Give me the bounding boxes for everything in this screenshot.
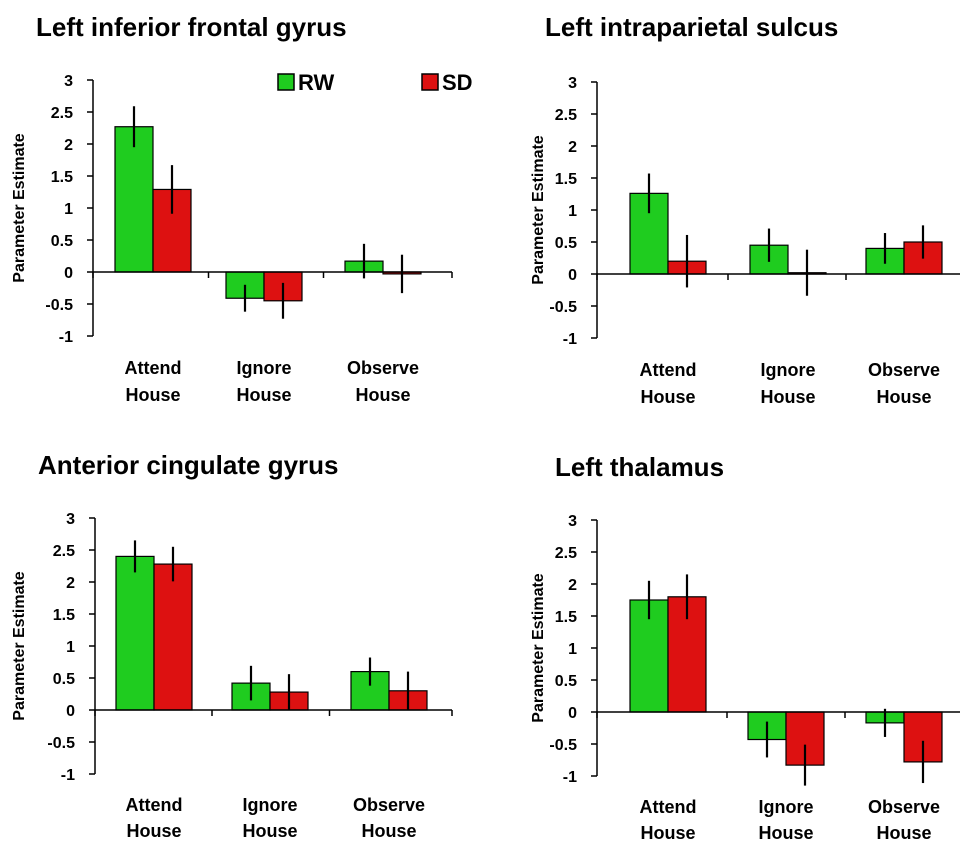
category-label: House bbox=[126, 821, 181, 841]
y-tick-label: 2.5 bbox=[51, 105, 73, 122]
category-label: House bbox=[640, 387, 695, 407]
y-tick-label: 0.5 bbox=[51, 233, 73, 250]
y-tick-label: 2.5 bbox=[555, 107, 577, 124]
category-label: Attend bbox=[125, 358, 182, 378]
y-tick-label: -0.5 bbox=[47, 735, 75, 752]
category-label: Ignore bbox=[236, 358, 291, 378]
y-axis-label: Parameter Estimate bbox=[11, 571, 28, 721]
y-tick-label: -0.5 bbox=[549, 299, 577, 316]
category-label: House bbox=[760, 387, 815, 407]
category-label: Observe bbox=[868, 797, 940, 817]
y-tick-label: -0.5 bbox=[549, 737, 577, 754]
y-tick-label: 2 bbox=[568, 577, 577, 594]
chart-title: Left inferior frontal gyrus bbox=[36, 12, 347, 42]
y-tick-label: 3 bbox=[568, 513, 577, 530]
category-label: House bbox=[640, 823, 695, 843]
y-tick-label: 3 bbox=[66, 511, 75, 528]
y-tick-label: -1 bbox=[61, 767, 75, 784]
category-label: House bbox=[125, 385, 180, 405]
category-label: House bbox=[758, 823, 813, 843]
category-label: Ignore bbox=[242, 795, 297, 815]
chart-panel-2: Left intraparietal sulcus Parameter Estim… bbox=[530, 12, 960, 407]
category-label: House bbox=[242, 821, 297, 841]
y-axis-label: Parameter Estimate bbox=[11, 133, 28, 283]
bar-sd-1 bbox=[153, 563, 193, 711]
legend-swatch-sd bbox=[421, 73, 439, 91]
bar-rw-1 bbox=[114, 126, 154, 273]
y-tick-label: 1 bbox=[66, 639, 75, 656]
legend-label-rw: RW bbox=[298, 70, 334, 95]
y-tick-label: 2 bbox=[568, 139, 577, 156]
y-tick-label: 3 bbox=[568, 75, 577, 92]
y-tick-label: -0.5 bbox=[45, 297, 73, 314]
y-tick-label: 0.5 bbox=[555, 673, 577, 690]
y-tick-label: 0 bbox=[568, 267, 577, 284]
category-label: Ignore bbox=[760, 360, 815, 380]
category-label: House bbox=[355, 385, 410, 405]
y-tick-label: 2 bbox=[64, 137, 73, 154]
category-label: Attend bbox=[640, 360, 697, 380]
y-tick-label: -1 bbox=[563, 331, 577, 348]
chart-title: Left intraparietal sulcus bbox=[545, 12, 838, 42]
category-label: Ignore bbox=[758, 797, 813, 817]
y-tick-label: 2 bbox=[66, 575, 75, 592]
y-tick-label: 3 bbox=[64, 73, 73, 90]
y-tick-label: 1.5 bbox=[555, 171, 577, 188]
bar-rw-1 bbox=[115, 555, 155, 711]
y-tick-label: 1.5 bbox=[53, 607, 75, 624]
y-tick-label: 0 bbox=[568, 705, 577, 722]
y-tick-label: 1 bbox=[568, 641, 577, 658]
category-label: Attend bbox=[126, 795, 183, 815]
y-tick-label: -1 bbox=[59, 329, 73, 346]
y-tick-label: 2.5 bbox=[555, 545, 577, 562]
y-tick-label: 0.5 bbox=[53, 671, 75, 688]
chart-title: Anterior cingulate gyrus bbox=[38, 450, 339, 480]
y-tick-label: 0 bbox=[66, 703, 75, 720]
category-label: House bbox=[876, 823, 931, 843]
y-tick-label: 0 bbox=[64, 265, 73, 282]
legend-label-sd: SD bbox=[442, 70, 473, 95]
chart-panel-3: Anterior cingulate gyrus Parameter Estima… bbox=[11, 450, 453, 841]
category-label: Observe bbox=[868, 360, 940, 380]
category-label: Attend bbox=[640, 797, 697, 817]
y-tick-label: 2.5 bbox=[53, 543, 75, 560]
y-tick-label: 1 bbox=[568, 203, 577, 220]
y-tick-label: 1.5 bbox=[51, 169, 73, 186]
category-label: Observe bbox=[347, 358, 419, 378]
y-axis-label: Parameter Estimate bbox=[530, 135, 547, 285]
y-tick-label: 0.5 bbox=[555, 235, 577, 252]
category-label: House bbox=[361, 821, 416, 841]
category-label: Observe bbox=[353, 795, 425, 815]
y-tick-label: 1.5 bbox=[555, 609, 577, 626]
category-label: House bbox=[876, 387, 931, 407]
chart-panel-4: Left thalamus Parameter Estimate 3 2.5 2 1.5 1… bbox=[530, 452, 960, 843]
legend-swatch-rw bbox=[277, 73, 295, 91]
y-tick-label: 1 bbox=[64, 201, 73, 218]
chart-title: Left thalamus bbox=[555, 452, 724, 482]
y-axis-label: Parameter Estimate bbox=[530, 573, 547, 723]
y-tick-label: -1 bbox=[563, 769, 577, 786]
chart-panel-1: Left inferior frontal gyrus Parameter Est… bbox=[11, 12, 473, 405]
category-label: House bbox=[236, 385, 291, 405]
